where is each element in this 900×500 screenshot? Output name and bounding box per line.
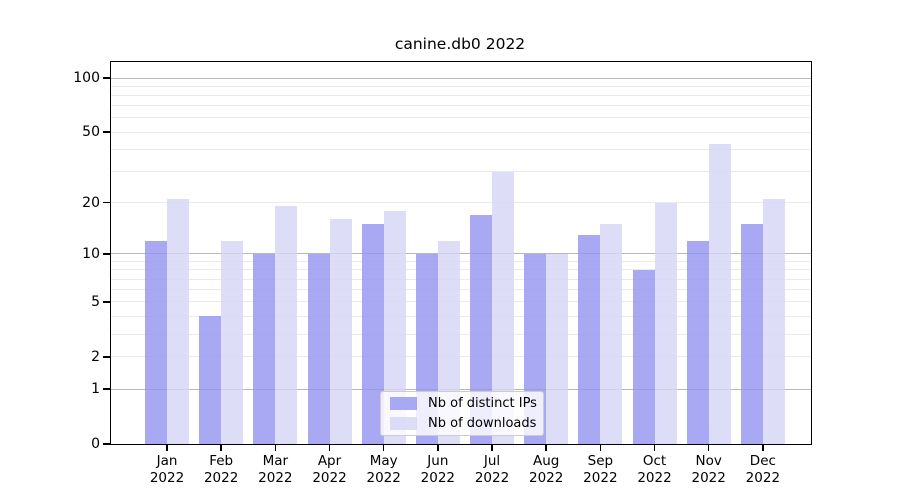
bar-distinct-ips-sep	[578, 234, 601, 444]
y-tick-label: 10	[82, 245, 100, 262]
bar-distinct-ips-jan	[145, 240, 167, 444]
y-tick-label: 50	[82, 124, 100, 141]
chart-title: canine.db0 2022	[394, 35, 526, 53]
legend-swatch-downloads	[390, 417, 417, 430]
gridline-minor	[111, 315, 811, 317]
gridline-minor	[111, 260, 811, 262]
bar-downloads-apr	[329, 219, 352, 444]
bar-downloads-nov	[708, 143, 731, 444]
y-tick-mark	[102, 356, 110, 358]
x-tick-mark	[328, 444, 331, 451]
gridline-minor	[111, 131, 811, 133]
y-tick-label: 2	[91, 348, 100, 365]
x-tick-label: Apr 2022	[312, 453, 347, 486]
x-tick-label: Aug 2022	[529, 453, 564, 486]
x-tick-label: Oct 2022	[637, 453, 672, 486]
gridline-minor	[111, 289, 811, 291]
x-tick-label: Nov 2022	[691, 453, 726, 486]
gridline-major	[111, 77, 811, 79]
x-tick-label: Mar 2022	[258, 453, 293, 486]
bar-downloads-aug	[546, 253, 569, 444]
x-tick-label: Jul 2022	[474, 453, 510, 486]
x-tick-label: Jan 2022	[149, 453, 185, 486]
plot-area: Nb of distinct IPs Nb of downloads 0 1 2 5 1…	[73, 61, 812, 486]
y-tick-mark	[102, 301, 110, 303]
y-tick-label: 1	[91, 381, 100, 398]
y-tick-mark	[102, 77, 110, 79]
bar-downloads-mar	[275, 206, 298, 444]
y-tick-label: 5	[91, 293, 100, 310]
x-tick-mark	[220, 444, 222, 451]
x-tick-mark	[599, 444, 602, 451]
gridline-minor	[111, 278, 811, 280]
x-tick-mark	[653, 444, 656, 451]
y-tick-mark	[102, 131, 110, 133]
y-tick-label: 0	[91, 436, 100, 452]
x-tick-mark	[166, 444, 168, 451]
x-tick-mark	[708, 444, 710, 451]
x-tick-label: Dec 2022	[745, 453, 781, 486]
bar-distinct-ips-feb	[199, 316, 222, 444]
gridline-major	[111, 253, 811, 255]
legend-row-downloads: Nb of downloads	[390, 416, 537, 431]
x-tick-label: Feb 2022	[203, 453, 239, 486]
gridline-minor	[111, 333, 811, 335]
legend-swatch-distinct-ips	[390, 397, 417, 410]
bar-downloads-jul	[492, 171, 515, 444]
gridline-minor	[111, 117, 811, 119]
bar-downloads-feb	[221, 240, 244, 444]
gridline-minor	[111, 171, 811, 173]
x-tick-mark	[437, 444, 439, 451]
y-tick-label: 20	[82, 194, 100, 211]
bar-distinct-ips-dec	[740, 224, 763, 444]
y-tick-mark	[102, 388, 110, 390]
y-tick-mark	[102, 443, 110, 445]
legend-label-distinct-ips: Nb of distinct IPs	[428, 396, 537, 411]
bar-downloads-jan	[167, 198, 189, 444]
bar-downloads-sep	[600, 224, 623, 444]
gridline-minor	[111, 105, 811, 107]
y-tick-label: 100	[73, 70, 100, 86]
bar-distinct-ips-apr	[307, 253, 330, 444]
bar-distinct-ips-mar	[253, 253, 276, 444]
gridline-major	[111, 388, 811, 390]
bar-downloads-may	[383, 210, 406, 444]
bar-distinct-ips-nov	[686, 240, 709, 444]
bar-downloads-oct	[654, 202, 677, 444]
x-tick-mark	[382, 444, 385, 451]
bar-downloads-dec	[762, 198, 785, 444]
bar-distinct-ips-oct	[632, 269, 655, 444]
x-tick-label: May 2022	[366, 453, 401, 486]
legend-label-downloads: Nb of downloads	[428, 416, 537, 431]
bar-distinct-ips-jul	[470, 214, 493, 444]
gridline-minor	[111, 148, 811, 150]
x-tick-label: Sep 2022	[583, 453, 618, 486]
legend-row-distinct-ips: Nb of distinct IPs	[390, 396, 537, 411]
x-tick-mark	[491, 444, 493, 451]
gridline-minor	[111, 269, 811, 271]
gridline-minor	[111, 301, 811, 303]
gridline-minor	[111, 85, 811, 87]
legend: Nb of distinct IPs Nb of downloads	[380, 391, 544, 436]
gridline-minor	[111, 356, 811, 358]
y-tick-mark	[102, 201, 110, 204]
x-tick-mark	[762, 444, 764, 451]
x-tick-label: Jun 2022	[420, 453, 456, 486]
gridline-minor	[111, 95, 811, 96]
x-tick-mark	[545, 444, 547, 451]
gridline-minor	[111, 202, 811, 204]
x-tick-mark	[274, 444, 277, 451]
y-tick-mark	[102, 253, 110, 255]
bar-distinct-ips-may	[361, 224, 384, 444]
